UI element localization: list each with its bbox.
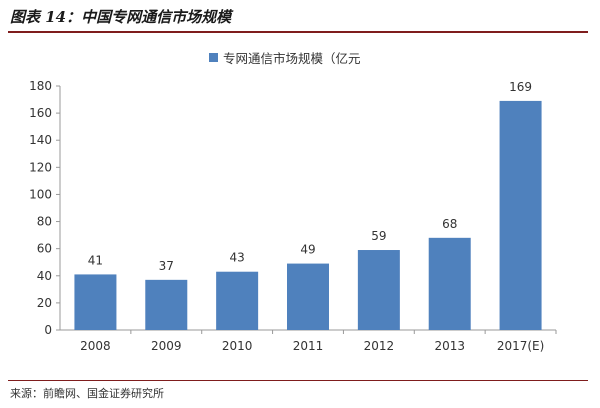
x-tick-label: 2017(E) (497, 339, 544, 353)
bar (74, 274, 117, 330)
y-tick-label: 140 (29, 133, 52, 147)
x-tick-label: 2012 (364, 339, 395, 353)
chart-title: 图表 14：中国专网通信市场规模 (10, 8, 232, 26)
x-tick-label: 2013 (434, 339, 465, 353)
bar (428, 237, 471, 330)
data-label: 49 (300, 243, 315, 257)
x-tick-label: 2008 (80, 339, 111, 353)
bar (145, 279, 188, 330)
legend-label: 专网通信市场规模（亿元 (223, 50, 361, 66)
source-note: 来源：前瞻网、国金证券研究所 (10, 387, 164, 400)
data-label: 169 (509, 80, 532, 94)
header: 图表 14：中国专网通信市场规模 (0, 0, 600, 34)
y-tick-label: 100 (29, 187, 52, 201)
bar (287, 263, 329, 330)
legend: 专网通信市场规模（亿元 (209, 49, 361, 66)
title-divider (8, 31, 588, 33)
bar (357, 250, 400, 330)
chart-area: 专网通信市场规模（亿元 0 20 40 60 80 100 120 140 160 180 41 20… (0, 34, 600, 376)
y-tick-label: 0 (44, 323, 52, 337)
x-tick-label: 2010 (222, 339, 253, 353)
footer-divider (8, 380, 588, 381)
data-label: 68 (442, 217, 457, 231)
bar-chart: 0 20 40 60 80 100 120 140 160 180 41 2008 37 2009 43 20… (29, 79, 557, 353)
y-tick-label: 180 (29, 79, 52, 93)
data-label: 41 (88, 253, 103, 267)
x-tick-label: 2009 (151, 339, 182, 353)
data-label: 43 (230, 251, 245, 265)
y-tick-label: 20 (37, 296, 52, 310)
y-tick-label: 120 (29, 160, 52, 174)
x-tick-label: 2011 (293, 339, 324, 353)
y-tick-label: 160 (29, 106, 52, 120)
data-label: 59 (371, 229, 386, 243)
data-label: 37 (159, 259, 174, 273)
y-tick-label: 80 (37, 215, 52, 229)
y-tick-label: 60 (37, 242, 52, 256)
legend-swatch (209, 52, 218, 62)
bar (216, 271, 259, 330)
y-tick-label: 40 (37, 269, 52, 283)
bar (499, 100, 542, 331)
